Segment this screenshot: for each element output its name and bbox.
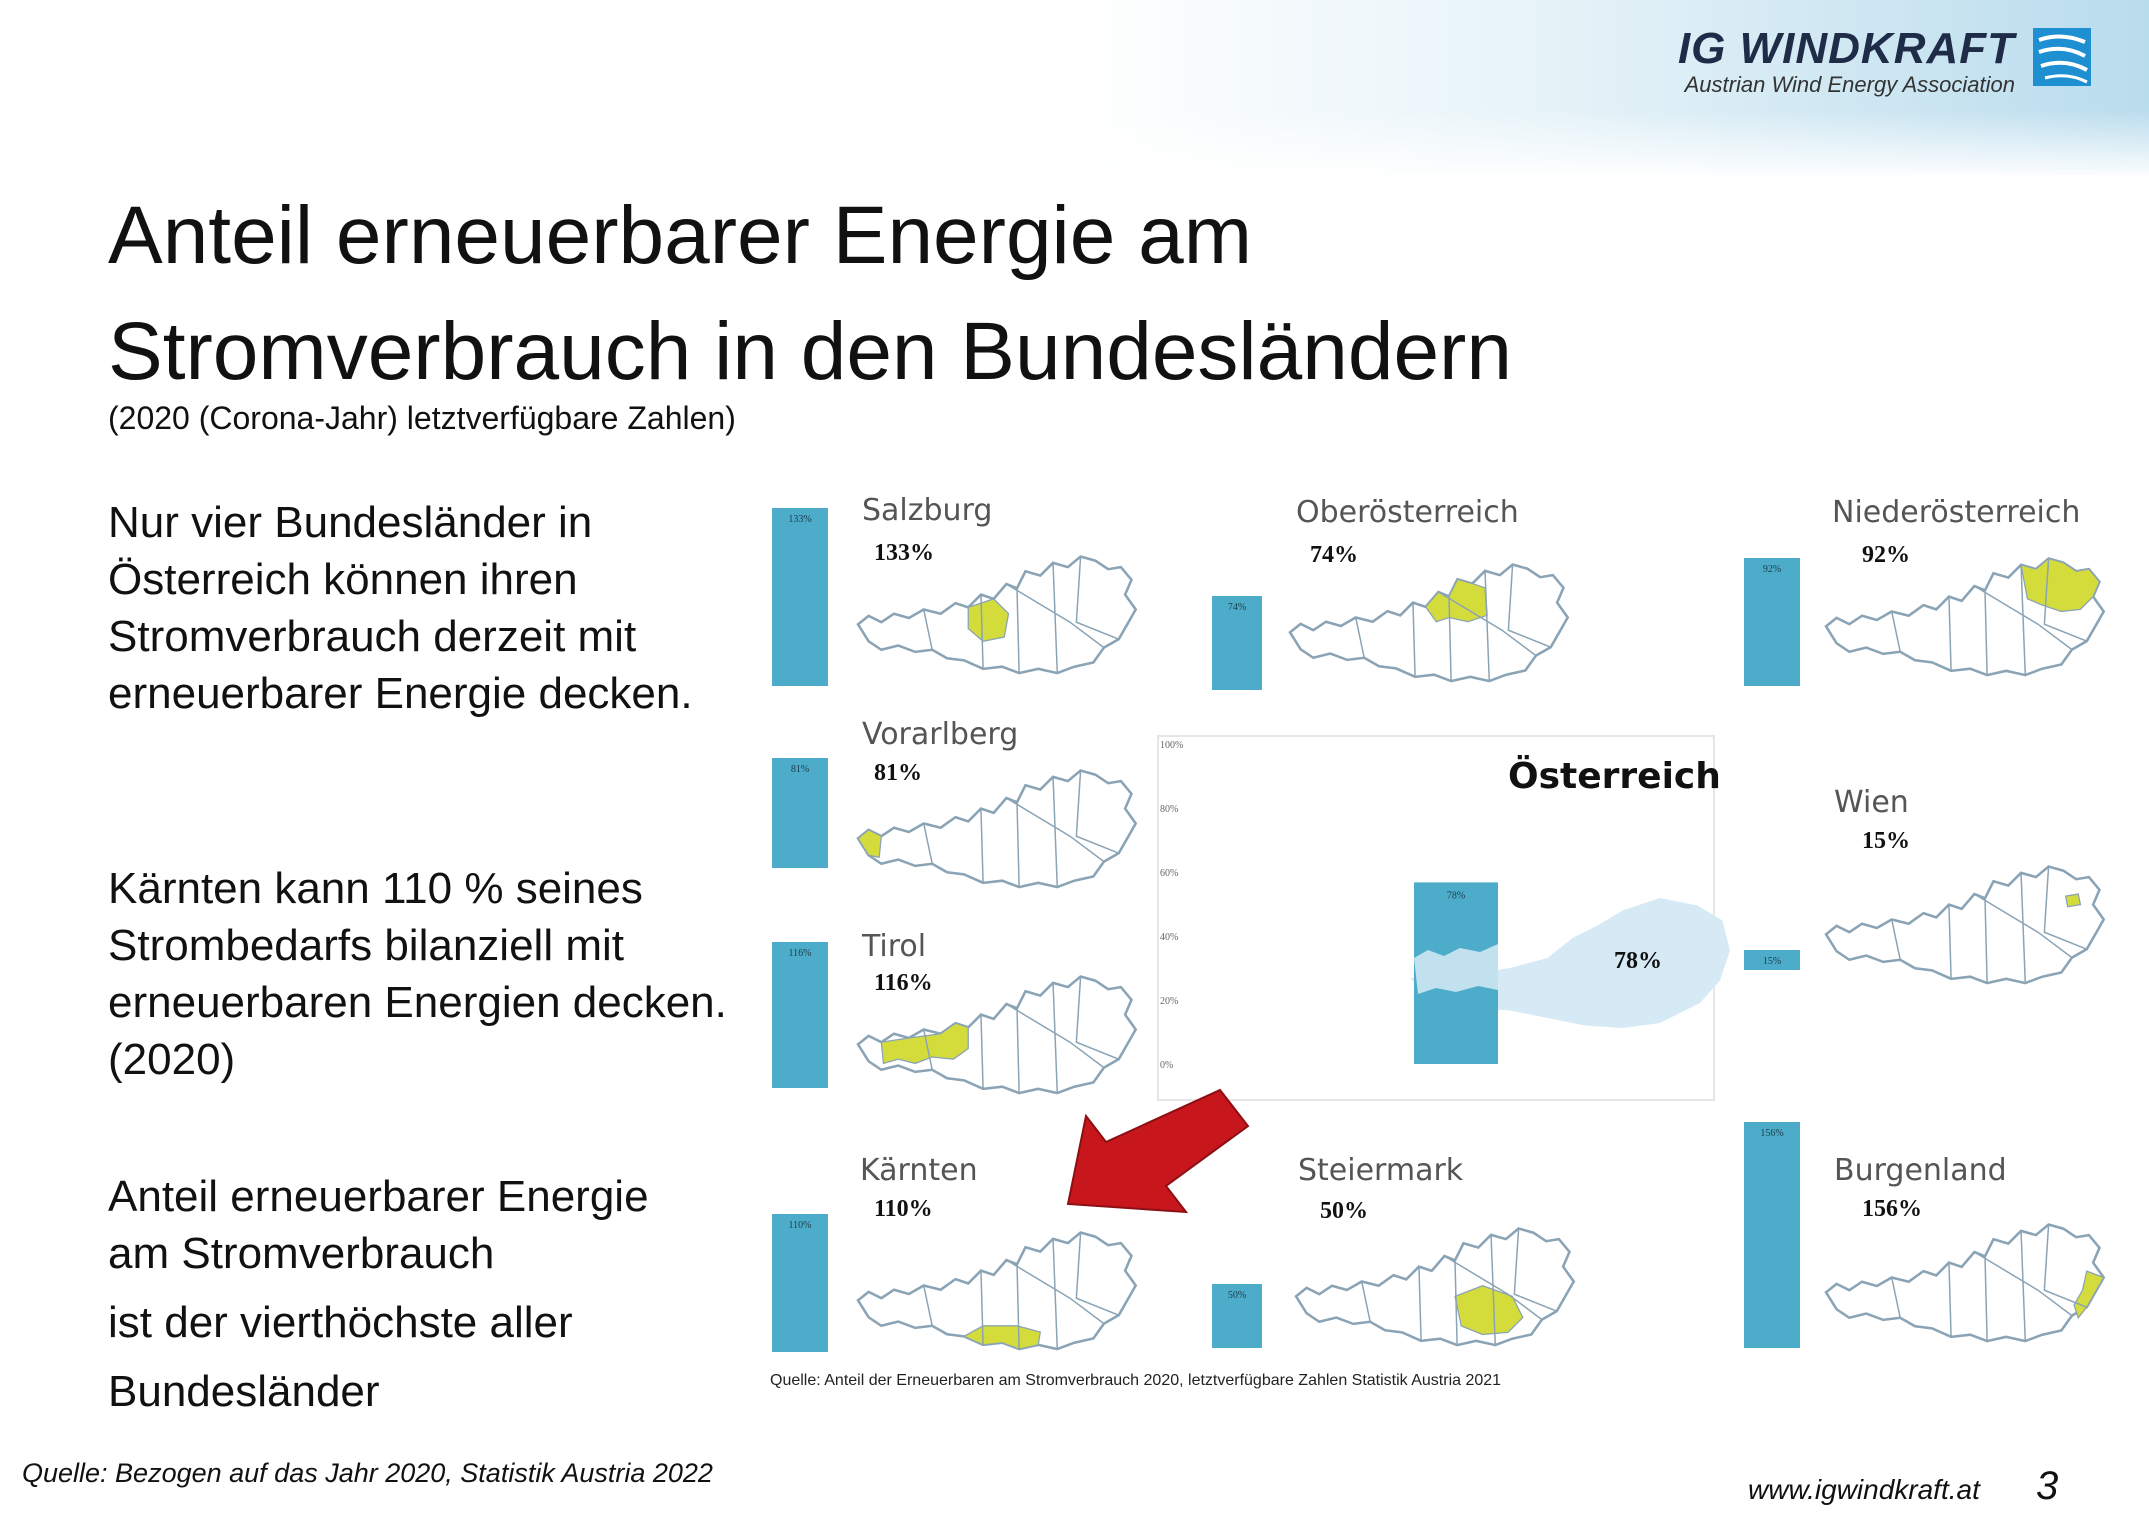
region-value-niederoesterreich: 92%: [1862, 542, 1910, 568]
logo-subtitle: Austrian Wind Energy Association: [1684, 72, 2015, 97]
title-line-1: Anteil erneuerbarer Energie am: [108, 190, 1253, 281]
map-borders: [922, 770, 1120, 888]
bar-oberoesterreich: [1212, 596, 1262, 690]
austria-map-niederoesterreich: [1824, 557, 2106, 677]
bar-label-steiermark: 50%: [1228, 1290, 1246, 1301]
region-name-salzburg: Salzburg: [862, 493, 992, 528]
bar-steiermark: [1212, 1284, 1262, 1348]
red-arrow-icon: [1066, 1088, 1250, 1214]
bar-label-tirol: 116%: [789, 948, 812, 959]
body-paragraph-3-line-4: Bundesländer: [108, 1367, 380, 1416]
bar-niederoesterreich: [1744, 558, 1800, 686]
austria-map-salzburg: [856, 555, 1138, 675]
map-highlight-niederoesterreich: [2020, 557, 2101, 613]
body-paragraph-3-line-1: Anteil erneuerbarer Energie: [108, 1172, 649, 1221]
map-borders: [922, 556, 1120, 674]
body-paragraph-2: Kärnten kann 110 % seines Strombedarfs b…: [108, 864, 727, 1084]
page-title: Anteil erneuerbarer Energie am Stromverb…: [108, 178, 1808, 410]
bar-vorarlberg: [772, 758, 828, 868]
region-value-tirol: 116%: [874, 970, 933, 996]
region-value-salzburg: 133%: [874, 540, 934, 566]
austria-map-oberoesterreich: [1288, 563, 1570, 683]
austria-map-steiermark: [1294, 1227, 1576, 1347]
bar-wien: [1744, 950, 1800, 970]
bar-tirol: [772, 942, 828, 1088]
region-name-steiermark: Steiermark: [1298, 1153, 1464, 1188]
bar-label-burgenland: 156%: [1760, 1128, 1783, 1139]
map-highlight-tirol: [880, 1022, 969, 1065]
region-value-oesterreich: 78%: [1614, 948, 1662, 974]
bar-salzburg: [772, 508, 828, 686]
map-outline: [1294, 1227, 1576, 1347]
austria-map-wien: [1824, 865, 2106, 985]
region-value-kaernten: 110%: [874, 1196, 933, 1222]
region-name-oesterreich: Österreich: [1508, 755, 1721, 797]
map-borders: [1360, 1228, 1558, 1346]
body-paragraph-3: Anteil erneuerbarer Energie am Stromverb…: [108, 1168, 748, 1420]
region-value-oberoesterreich: 74%: [1310, 542, 1358, 568]
map-borders: [1890, 866, 2088, 984]
bar-label-kaernten: 110%: [789, 1220, 812, 1231]
source-note: Quelle: Bezogen auf das Jahr 2020, Stati…: [22, 1458, 713, 1488]
bar-label-oberoesterreich: 74%: [1228, 602, 1246, 613]
title-line-2: Stromverbrauch in den Bundesländern: [108, 306, 1512, 397]
austria-west-overlay: [1414, 944, 1498, 994]
region-name-wien: Wien: [1834, 785, 1909, 820]
map-outline: [856, 1231, 1138, 1351]
map-borders: [922, 1232, 1120, 1350]
map-highlight-steiermark: [1454, 1285, 1524, 1336]
region-value-burgenland: 156%: [1862, 1196, 1922, 1222]
austria-map-kaernten: [856, 1231, 1138, 1351]
map-highlight-vorarlberg: [857, 829, 882, 859]
region-value-vorarlberg: 81%: [874, 760, 922, 786]
body-paragraph-1: Nur vier Bundesländer in Österreich könn…: [108, 498, 693, 718]
bar-kaernten: [772, 1214, 828, 1352]
bar-label-salzburg: 133%: [788, 514, 811, 525]
region-name-burgenland: Burgenland: [1834, 1153, 2007, 1188]
axis-tick-5: 0%: [1160, 1060, 1173, 1071]
bar-label-niederoesterreich: 92%: [1763, 564, 1781, 575]
page-subtitle: (2020 (Corona-Jahr) letztverfügbare Zahl…: [108, 400, 736, 436]
map-borders: [922, 976, 1120, 1094]
map-outline: [1824, 1223, 2106, 1343]
map-outline: [1288, 563, 1570, 683]
website-url[interactable]: www.igwindkraft.at: [1748, 1474, 1980, 1505]
austria-map-burgenland: [1824, 1223, 2106, 1343]
axis-tick-4: 20%: [1160, 996, 1178, 1007]
austria-map-vorarlberg: [856, 769, 1138, 889]
map-borders: [1354, 564, 1552, 682]
region-value-wien: 15%: [1862, 828, 1910, 854]
axis-tick-2: 60%: [1160, 868, 1178, 879]
bar-burgenland: [1744, 1122, 1800, 1348]
map-outline: [1824, 865, 2106, 985]
austria-map-tirol: [856, 975, 1138, 1095]
map-highlight-salzburg: [967, 598, 1010, 642]
region-name-vorarlberg: Vorarlberg: [862, 717, 1018, 752]
map-borders: [1890, 558, 2088, 676]
axis-tick-1: 80%: [1160, 804, 1178, 815]
wind-logo-icon: [2033, 28, 2091, 86]
bar-label-oesterreich: 78%: [1447, 890, 1465, 901]
region-name-oberoesterreich: Oberösterreich: [1296, 495, 1519, 530]
map-outline: [856, 769, 1138, 889]
region-name-niederoesterreich: Niederösterreich: [1832, 495, 2080, 530]
region-name-tirol: Tirol: [861, 929, 926, 964]
region-value-steiermark: 50%: [1320, 1198, 1368, 1224]
region-name-kaernten: Kärnten: [860, 1153, 978, 1188]
map-highlight-wien: [2064, 893, 2082, 908]
body-paragraph-3-line-3: ist der vierthöchste aller: [108, 1298, 573, 1347]
body-paragraph-3-line-2: am Stromverbrauch: [108, 1229, 495, 1278]
chart-source-note: Quelle: Anteil der Erneuerbaren am Strom…: [770, 1372, 1502, 1389]
bar-label-vorarlberg: 81%: [791, 764, 809, 775]
logo-name: IG WINDKRAFT: [1677, 24, 2015, 73]
map-borders: [1890, 1224, 2088, 1342]
logo: IG WINDKRAFT Austrian Wind Energy Associ…: [1678, 24, 2091, 98]
axis-tick-3: 40%: [1160, 932, 1178, 943]
bar-label-wien: 15%: [1763, 956, 1781, 967]
header-band-fade: [0, 110, 2149, 180]
axis-tick-0: 100%: [1160, 740, 1183, 751]
page-number: 3: [2036, 1464, 2059, 1508]
map-highlight-burgenland: [2073, 1270, 2105, 1320]
